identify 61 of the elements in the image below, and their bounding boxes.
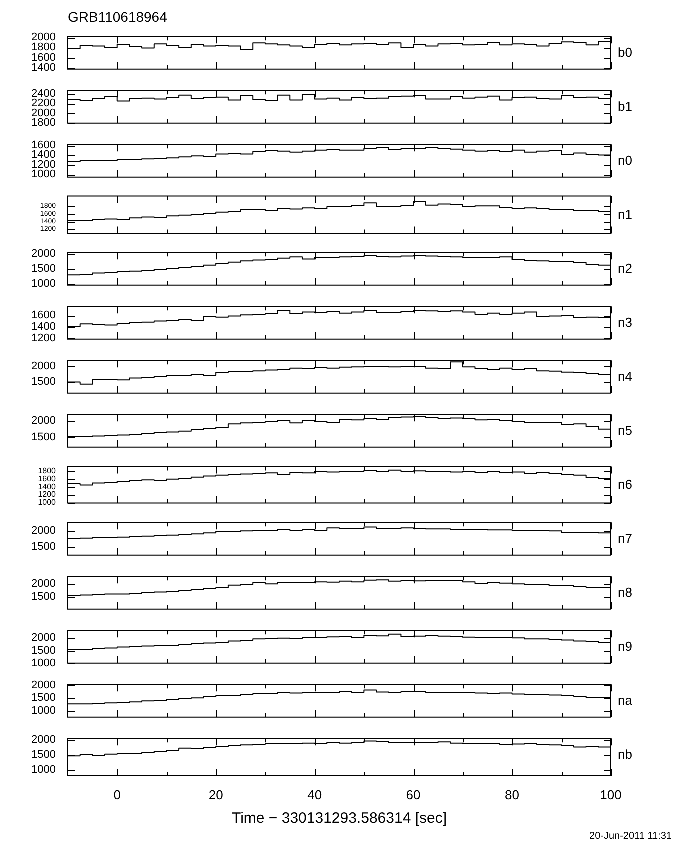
- y-tick-label: 2200: [32, 98, 56, 110]
- y-tick-label: 1200: [32, 158, 56, 171]
- y-tick-label: 1500: [32, 748, 56, 761]
- y-tick-label: 1800: [32, 116, 56, 129]
- y-tick-label: 1400: [32, 320, 56, 333]
- y-tick-label: 1000: [32, 764, 56, 776]
- text: 20-Jun-2011 11:31: [588, 830, 672, 844]
- y-tick-label: 2000: [32, 360, 56, 373]
- y-tick-label: 1500: [32, 644, 56, 657]
- y-tick-label: 1500: [32, 541, 56, 554]
- y-tick-label: 1000: [32, 704, 56, 717]
- y-tick-label: 1600: [38, 474, 57, 484]
- y-tick-label: 1400: [32, 149, 56, 162]
- y-tick-label: 2000: [32, 679, 56, 692]
- x-tick-label: 20: [208, 787, 224, 802]
- y-axis-title: n1: [618, 207, 632, 223]
- y-axis-title: n8: [618, 585, 632, 601]
- y-tick-label: 2000: [32, 632, 56, 644]
- x-tick-label: 0: [114, 787, 121, 802]
- y-tick-label: 2000: [32, 248, 56, 260]
- y-tick-label: 2000: [32, 734, 56, 746]
- y-tick-label: 1500: [32, 590, 56, 603]
- y-tick-label: 1000: [32, 657, 56, 670]
- y-tick-label: 1800: [32, 42, 56, 54]
- chart-title: GRB110618964: [68, 8, 168, 26]
- y-axis-title: n4: [618, 369, 632, 385]
- y-tick-label: 1000: [38, 498, 57, 508]
- y-axis-title: nb: [618, 747, 632, 763]
- y-tick-label: 1500: [32, 431, 56, 444]
- y-tick-label: 1400: [32, 62, 56, 74]
- y-tick-label: 1500: [32, 263, 56, 276]
- y-axis-title: b0: [618, 45, 632, 61]
- y-tick-label: 1500: [32, 692, 56, 704]
- y-axis-title: n5: [618, 423, 632, 439]
- y-tick-label: 1500: [32, 376, 56, 388]
- y-axis-title: n6: [618, 477, 632, 493]
- x-axis-title: Time − 330131293.586314 [sec]: [230, 809, 448, 829]
- y-tick-label: 1000: [32, 168, 56, 181]
- y-axis-title: na: [618, 693, 632, 709]
- y-tick-label: 2000: [32, 414, 56, 427]
- y-tick-label: 1200: [32, 332, 56, 344]
- x-tick-label: 100: [600, 787, 622, 802]
- y-axis-title: n2: [618, 261, 632, 277]
- y-tick-label: 1000: [32, 278, 56, 290]
- y-axis-title: n0: [618, 153, 632, 169]
- y-tick-label: 1200: [38, 490, 57, 500]
- x-tick-label: 80: [505, 787, 520, 802]
- y-tick-label: 1800: [38, 466, 57, 476]
- y-tick-label: 2000: [32, 107, 56, 120]
- y-tick-label: 2000: [32, 578, 56, 590]
- x-tick-label: 60: [406, 787, 421, 802]
- y-axis-title: n9: [618, 639, 632, 655]
- y-tick-label: 1600: [32, 310, 56, 322]
- y-tick-label: 1600: [32, 52, 56, 64]
- x-tick-label: 40: [308, 787, 322, 802]
- y-tick-label: 2000: [32, 32, 56, 44]
- y-axis-title: n7: [618, 531, 632, 547]
- y-axis-title: b1: [618, 99, 632, 115]
- y-axis-title: n3: [618, 315, 632, 331]
- y-tick-label: 1400: [38, 482, 57, 492]
- y-tick-label: 2000: [32, 524, 56, 537]
